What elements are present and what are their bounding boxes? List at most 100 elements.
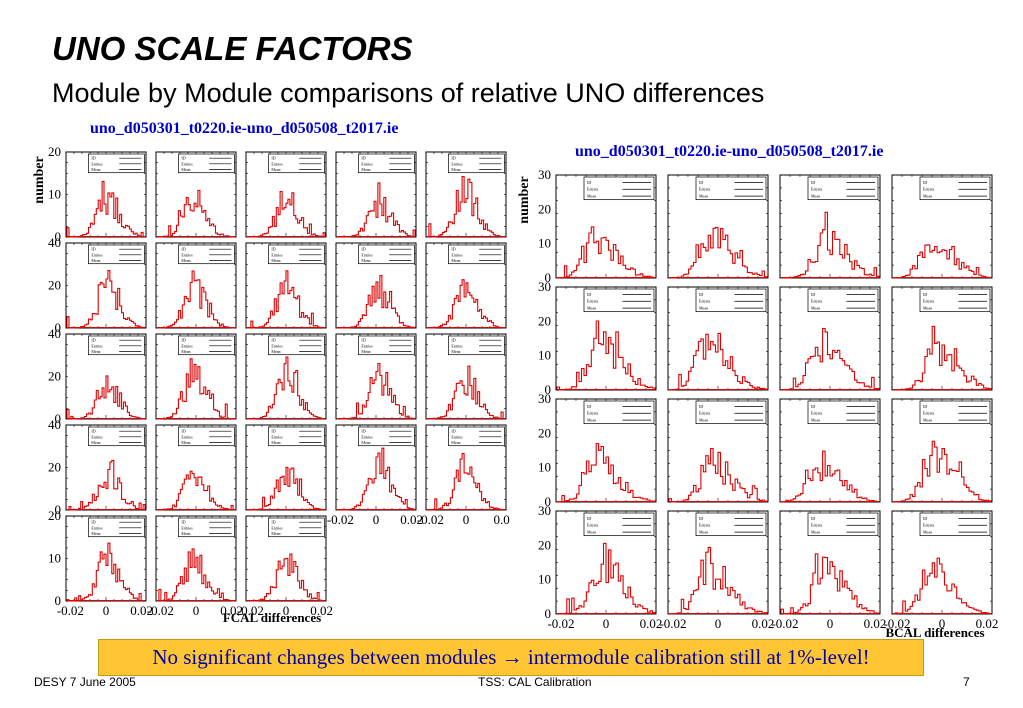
histogram-line [157,470,236,511]
stats-label: ID [91,156,95,161]
stats-label: Entries [271,161,283,166]
stats-label: Mean [271,349,280,354]
histogram-line [892,244,992,279]
stats-box [448,244,505,265]
stats-label: ID [811,180,815,185]
stats-label: ID [271,338,275,343]
stats-label: Entries [91,525,103,530]
stats-label: Mean [699,530,708,535]
x-axis-label: FCAL differences [223,610,321,625]
x-tick-label: 0 [103,603,110,618]
stats-label: Entries [271,434,283,439]
stats-label: ID [587,180,591,185]
x-tick-label: 0.02 [976,616,999,631]
stats-label: Mean [91,258,100,263]
stats-label: Mean [91,349,100,354]
stats-label: Mean [699,194,708,199]
x-tick-label: 0.0 [493,512,509,527]
stats-label: ID [587,404,591,409]
y-tick-label: 20 [538,425,551,440]
stats-label: ID [181,247,185,252]
stats-box [178,517,235,538]
conclusion-callout: No significant changes between modules →… [98,639,924,676]
stats-label: ID [699,516,703,521]
stats-label: Mean [181,440,190,445]
y-axis-label: number [517,176,532,223]
stats-label: Entries [923,187,935,192]
stats-label: Entries [361,252,373,257]
footer-talk-title: TSS: CAL Calibration [478,675,592,689]
stats-box [358,244,415,265]
histogram-line [66,459,146,511]
histogram-line [337,182,416,238]
callout-text-after: intermodule calibration still at 1%-leve… [527,645,870,669]
y-tick-label: 0 [545,606,552,621]
y-axis-label: number [32,156,47,203]
histogram-line [668,546,768,615]
stats-label: ID [451,247,455,252]
stats-label: ID [699,180,703,185]
x-tick-label: 0 [373,512,380,527]
stats-label: ID [451,338,455,343]
histogram-line [556,443,656,503]
chart-title: uno_d050301_t0220.ie-uno_d050508_t2017.i… [90,120,398,137]
footer-page-number: 7 [963,675,970,689]
stats-label: Entries [587,411,599,416]
stats-label: ID [361,338,365,343]
stats-label: Entries [811,411,823,416]
stats-label: ID [181,520,185,525]
stats-label: ID [91,247,95,252]
stats-label: Mean [271,531,280,536]
y-tick-label: 30 [538,167,551,182]
stats-label: ID [587,516,591,521]
stats-box [448,426,505,447]
stats-box [268,244,325,265]
stats-label: ID [91,520,95,525]
stats-label: ID [361,247,365,252]
stats-label: Mean [361,167,370,172]
histogram-line [157,270,236,329]
slide-title: UNO SCALE FACTORS [52,30,413,67]
stats-label: Mean [451,349,460,354]
stats-box [88,244,145,265]
stats-label: Mean [811,418,820,423]
stats-label: Entries [271,343,283,348]
chart-title: uno_d050301_t0220.ie-uno_d050508_t2017.i… [575,143,883,160]
stats-label: Mean [811,306,820,311]
x-tick-label: -0.02 [883,616,910,631]
stats-label: Entries [181,434,193,439]
histogram-line [781,327,880,391]
stats-label: ID [361,429,365,434]
histogram-figure: uno_d050301_t0220.ie-uno_d050508_t2017.i… [32,120,999,640]
y-tick-label: 0 [545,382,552,397]
histogram-line [556,320,656,391]
stats-label: Mean [811,530,820,535]
stats-label: Entries [587,523,599,528]
x-tick-label: 0 [603,616,610,631]
stats-label: Entries [811,299,823,304]
y-tick-label: 10 [48,551,61,566]
x-tick-label: -0.02 [417,512,444,527]
stats-box [88,517,145,538]
stats-label: Mean [923,306,932,311]
stats-label: ID [181,429,185,434]
y-tick-label: 0 [55,593,62,608]
stats-label: Entries [91,434,103,439]
stats-label: ID [451,429,455,434]
stats-label: Entries [361,343,373,348]
x-tick-label: -0.02 [771,616,798,631]
stats-label: ID [181,156,185,161]
y-tick-label: 0 [55,320,62,335]
